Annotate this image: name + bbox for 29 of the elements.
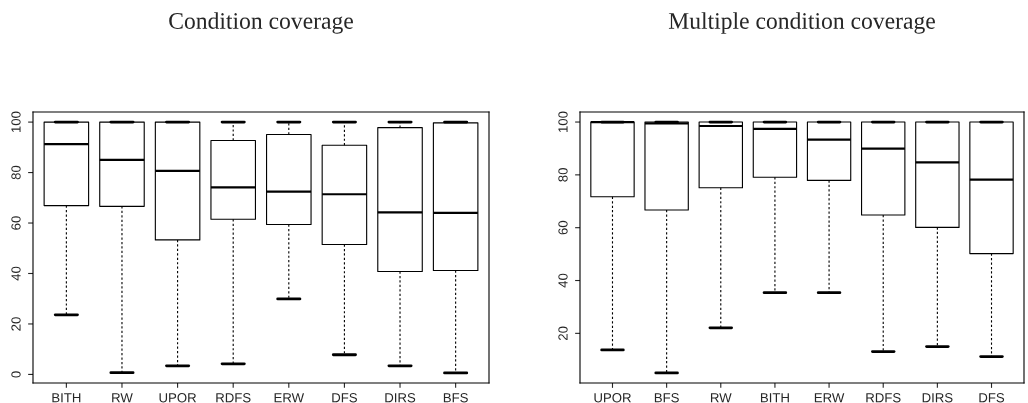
y-tick-label: 60: [558, 220, 568, 235]
x-tick-label: RDFS: [216, 393, 251, 403]
x-tick-label: BITH: [760, 393, 789, 403]
y-tick-label: 20: [558, 326, 568, 341]
chart-title: Multiple condition coverage: [668, 12, 935, 34]
x-tick-label: DIRS: [385, 393, 416, 403]
x-tick-label: DFS: [979, 393, 1005, 403]
x-tick-label: BFS: [654, 393, 679, 403]
x-tick-label: ERW: [274, 393, 305, 403]
x-tick-label: DIRS: [922, 393, 953, 403]
y-tick-label: 80: [11, 165, 21, 180]
x-tick-label: UPOR: [594, 393, 631, 403]
y-tick-label: 80: [558, 168, 568, 182]
x-tick-label: RW: [710, 393, 732, 403]
y-tick-label: 60: [11, 216, 21, 230]
x-tick-label: DFS: [332, 393, 357, 403]
x-tick-label: ERW: [814, 393, 845, 403]
chart-title: Condition coverage: [169, 12, 353, 34]
x-tick-label: BFS: [443, 393, 468, 403]
y-tick-label: 40: [558, 273, 568, 288]
x-tick-label: RW: [112, 393, 133, 403]
y-tick-label: 0: [11, 371, 21, 378]
y-tick-label: 20: [11, 317, 21, 331]
x-tick-label: RDFS: [866, 393, 901, 403]
y-tick-label: 100: [558, 111, 568, 133]
y-tick-label: 100: [11, 111, 21, 133]
x-tick-label: UPOR: [159, 393, 197, 403]
y-tick-label: 40: [11, 266, 21, 281]
x-tick-label: BITH: [52, 393, 81, 403]
